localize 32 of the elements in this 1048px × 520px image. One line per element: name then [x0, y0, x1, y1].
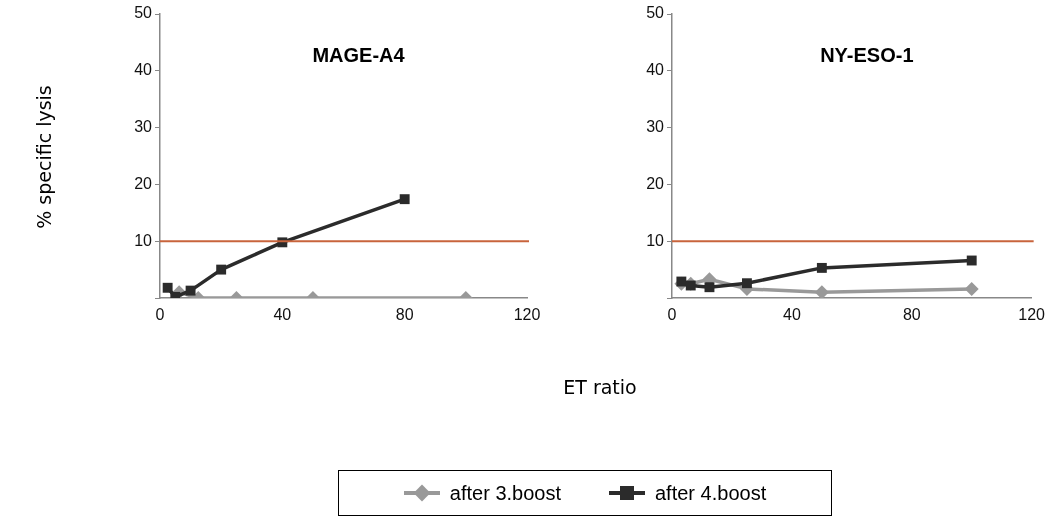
text: MAGE-A4: [312, 43, 406, 66]
y-tick-label: 10: [134, 231, 153, 249]
y-tick-label: 20: [134, 174, 153, 192]
y-axis-title: % specific lysis: [33, 84, 55, 231]
y-tick-label: 50: [646, 4, 665, 22]
text: NY-ESO-1: [820, 43, 914, 66]
y-tick-label: 50: [134, 4, 153, 22]
x-tick-label: 120: [1018, 306, 1046, 324]
y-tick-label: 10: [646, 231, 665, 249]
point: [964, 281, 979, 296]
point: [741, 278, 752, 289]
y-tick-label: 20: [646, 174, 665, 192]
x-tick-label: 120: [513, 306, 541, 324]
x-tick-label: 40: [273, 306, 292, 324]
point: [816, 262, 827, 273]
x-axis-title: ET ratio: [562, 376, 638, 398]
y-tick-label: 30: [134, 118, 153, 136]
point: [814, 285, 829, 298]
legend-label: after 4.boost: [655, 481, 767, 505]
x-tick-label: 0: [667, 306, 677, 324]
y-tick-label: 30: [646, 118, 665, 136]
point: [676, 276, 687, 287]
x-tick-label: 80: [902, 306, 921, 324]
y-tick-label: 40: [134, 61, 153, 79]
point: [685, 280, 696, 291]
x-tick-label: 40: [782, 306, 801, 324]
y-tick-label: 40: [646, 61, 665, 79]
legend-label: after 3.boost: [449, 481, 561, 505]
point: [704, 282, 715, 293]
point: [966, 255, 977, 266]
x-tick-label: 80: [395, 306, 414, 324]
x-tick-label: 0: [155, 306, 165, 324]
